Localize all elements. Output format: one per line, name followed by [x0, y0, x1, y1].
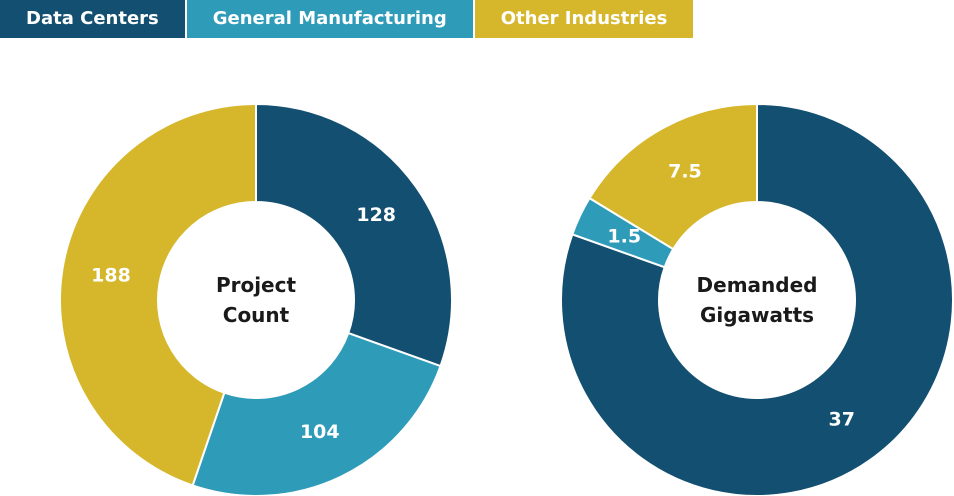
donut-segment: [59, 102, 257, 487]
chart-title: Project Count: [215, 273, 297, 327]
donut-segment: [560, 102, 954, 496]
donut-segment: [588, 102, 758, 251]
legend-item: Other Industries: [474, 0, 694, 38]
value-label: 37: [829, 409, 855, 431]
value-label: 7.5: [668, 160, 702, 182]
value-label: 128: [356, 204, 396, 226]
legend: Data Centers General Manufacturing Other I…: [0, 0, 694, 38]
value-label: 1.5: [607, 225, 641, 247]
legend-item: Data Centers: [0, 0, 185, 38]
chart-title: Demanded Gigawatts: [696, 273, 818, 327]
donut-segment: [255, 102, 453, 368]
value-label: 188: [91, 264, 131, 286]
value-label: 104: [300, 421, 340, 443]
legend-item: General Manufacturing: [186, 0, 473, 38]
donut-segment: [191, 331, 442, 496]
